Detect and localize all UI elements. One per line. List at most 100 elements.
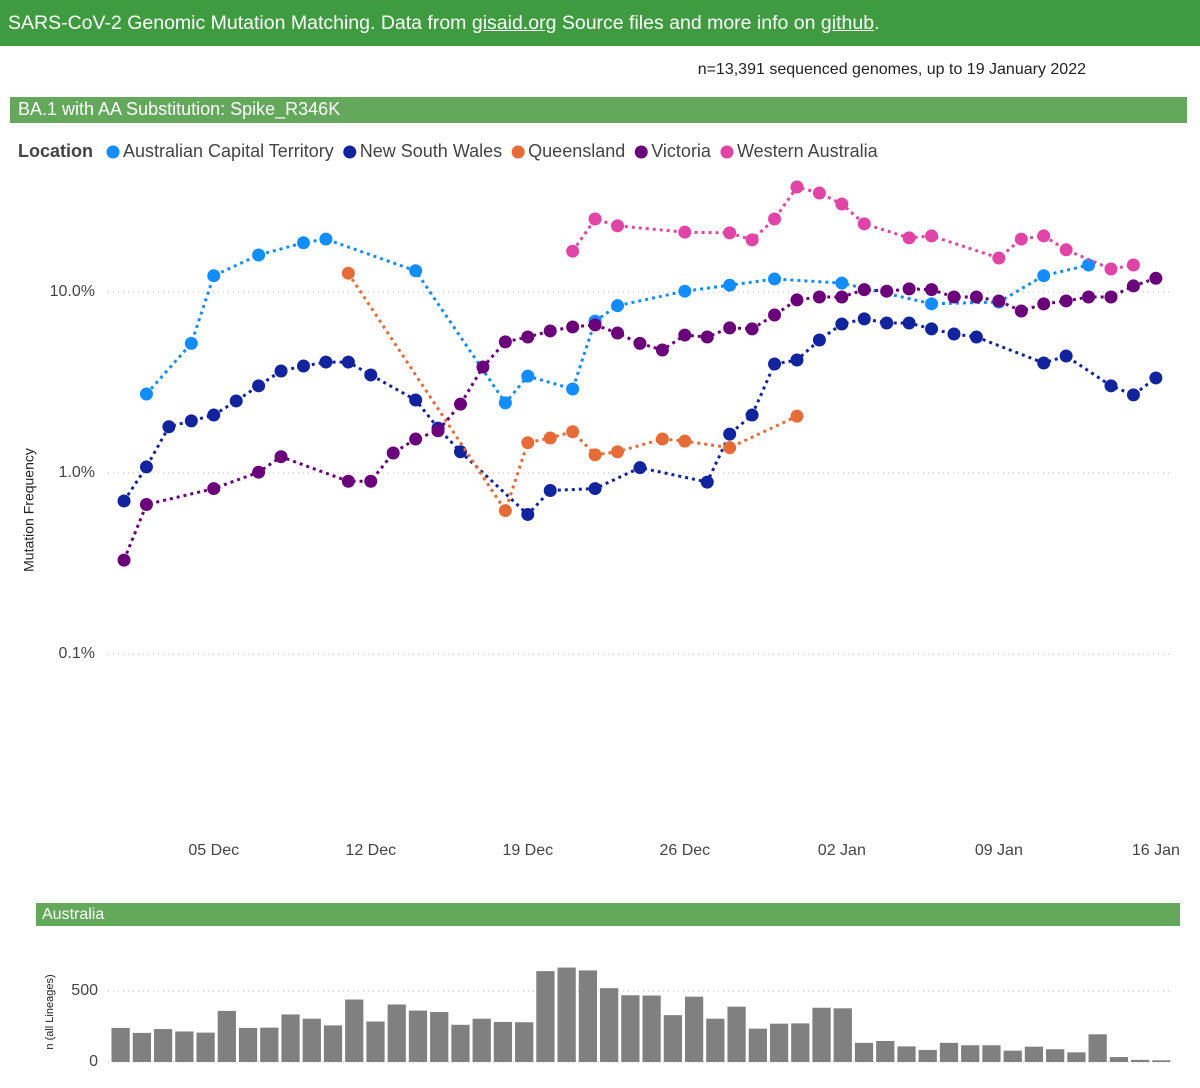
bar xyxy=(408,1010,428,1062)
data-point xyxy=(723,226,737,240)
data-point xyxy=(454,445,467,459)
data-point xyxy=(768,357,782,371)
x-tick-label: 12 Dec xyxy=(345,842,396,859)
data-point xyxy=(835,317,849,331)
data-point xyxy=(925,297,939,311)
legend-label: Western Australia xyxy=(737,141,879,161)
data-point xyxy=(1149,271,1163,285)
bar xyxy=(939,1042,959,1062)
data-point xyxy=(409,264,423,278)
bar xyxy=(642,995,661,1062)
bar xyxy=(684,996,704,1062)
data-point xyxy=(566,382,580,396)
data-point xyxy=(790,353,804,367)
data-point xyxy=(566,425,580,439)
data-point xyxy=(969,330,983,344)
data-point xyxy=(611,445,625,459)
data-point xyxy=(139,460,153,474)
data-point xyxy=(431,424,445,438)
data-point xyxy=(543,484,557,498)
data-point xyxy=(947,290,961,304)
data-point xyxy=(723,321,737,335)
header-text: . xyxy=(874,12,880,34)
data-point xyxy=(745,322,759,336)
data-point xyxy=(139,387,153,401)
bar xyxy=(515,1022,534,1062)
data-point xyxy=(1149,371,1163,385)
bar xyxy=(387,1004,406,1062)
legend-label: Victoria xyxy=(651,141,712,161)
data-point xyxy=(1014,232,1028,246)
data-point xyxy=(678,328,692,342)
data-point xyxy=(902,231,916,245)
bar xyxy=(663,1015,682,1062)
data-point xyxy=(857,217,871,231)
data-point xyxy=(409,393,423,407)
bar xyxy=(1088,1034,1107,1062)
bar xyxy=(897,1046,916,1062)
bar xyxy=(260,1027,279,1062)
y-tick-label: 500 xyxy=(71,982,98,999)
bar xyxy=(217,1010,236,1062)
data-point xyxy=(498,335,512,349)
data-point xyxy=(768,272,782,286)
data-point xyxy=(1037,229,1051,243)
bar xyxy=(536,971,555,1062)
data-point xyxy=(835,276,849,290)
data-point xyxy=(925,229,939,243)
header-link[interactable]: github xyxy=(820,12,875,34)
data-point xyxy=(566,320,580,334)
y-axis-label: Mutation Frequency xyxy=(21,448,37,572)
bar xyxy=(1003,1050,1022,1062)
bar xyxy=(493,1021,513,1062)
bar xyxy=(345,999,364,1062)
bar xyxy=(1046,1049,1065,1062)
data-point xyxy=(992,294,1006,308)
data-point xyxy=(745,233,759,247)
bar xyxy=(1109,1057,1129,1062)
data-point xyxy=(207,408,221,422)
data-point xyxy=(611,299,625,313)
data-point xyxy=(117,494,131,508)
bar xyxy=(472,1018,491,1062)
data-point xyxy=(521,330,535,344)
data-point xyxy=(207,482,221,496)
data-point xyxy=(969,290,983,304)
data-point xyxy=(678,434,692,448)
data-point xyxy=(745,408,759,422)
data-point xyxy=(1104,290,1118,304)
bar xyxy=(961,1045,980,1062)
x-tick-label: 16 Jan xyxy=(1132,842,1180,859)
legend-label: Queensland xyxy=(528,141,625,161)
x-tick-label: 19 Dec xyxy=(502,842,553,859)
data-point xyxy=(611,219,625,233)
legend-marker xyxy=(720,145,734,159)
data-point xyxy=(521,369,535,383)
data-point xyxy=(1037,356,1051,370)
data-point xyxy=(633,336,647,350)
data-point xyxy=(184,414,198,428)
data-point xyxy=(296,236,310,250)
bar xyxy=(769,1023,789,1062)
y-tick-label: 0.1% xyxy=(59,645,95,662)
data-point xyxy=(880,284,894,298)
header-link[interactable]: gisaid.org xyxy=(471,12,557,34)
data-point xyxy=(1059,294,1073,308)
y-tick-label: 10.0% xyxy=(50,283,95,300)
x-tick-label: 09 Jan xyxy=(975,842,1023,859)
data-point xyxy=(319,355,333,369)
bar xyxy=(748,1028,767,1062)
data-point xyxy=(835,290,849,304)
data-point xyxy=(812,186,826,200)
data-point xyxy=(925,283,939,297)
data-point xyxy=(139,497,153,511)
data-point xyxy=(274,450,288,464)
data-point xyxy=(1126,279,1140,293)
legend-label: New South Wales xyxy=(360,141,502,161)
bar xyxy=(982,1045,1001,1062)
y-tick-label: 1.0% xyxy=(59,464,95,481)
data-point xyxy=(454,397,467,411)
x-tick-label: 26 Dec xyxy=(659,842,710,859)
bar xyxy=(323,1025,343,1062)
